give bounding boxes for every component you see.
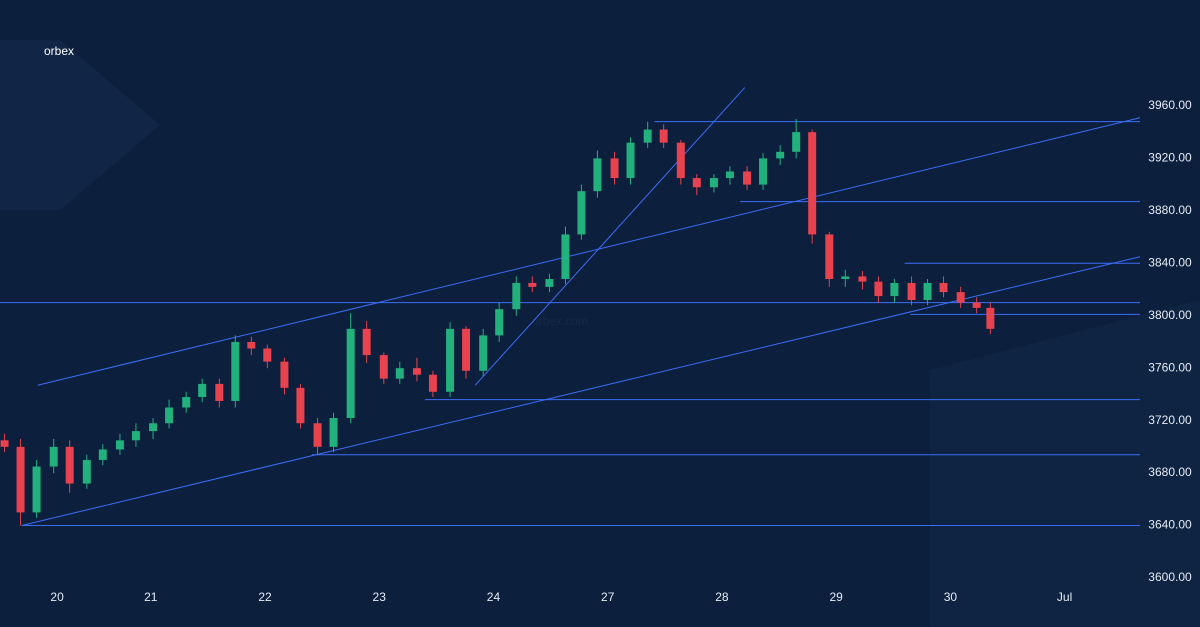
candle-body [743, 171, 752, 185]
candle-body [215, 383, 224, 401]
candle-body [462, 328, 471, 371]
candle-body [446, 328, 455, 392]
x-tick-label: 28 [715, 590, 729, 604]
candle-body [395, 368, 404, 379]
decor-chevron [0, 40, 160, 210]
candle-body [296, 387, 305, 424]
y-tick-label: 3920.00 [1148, 151, 1192, 165]
candle-body [561, 234, 570, 280]
candle-body [247, 341, 256, 349]
candle-body [792, 132, 801, 152]
x-tick-label: 21 [144, 590, 158, 604]
candle-body [626, 142, 635, 179]
candle-body [280, 361, 289, 388]
x-tick-label: 20 [50, 590, 64, 604]
candle-body [412, 368, 421, 375]
candle-body [428, 374, 437, 392]
candle-body [346, 328, 355, 418]
candle-body [379, 355, 388, 379]
candle-body [776, 151, 785, 159]
candle-body [65, 446, 74, 484]
candle-body [16, 446, 25, 513]
candle-body [610, 158, 619, 179]
candle-body [643, 129, 652, 143]
candle-body [0, 440, 9, 447]
y-tick-label: 3760.00 [1148, 360, 1192, 374]
candle-body [198, 383, 207, 398]
y-tick-label: 3640.00 [1148, 518, 1192, 532]
candle-body [165, 407, 174, 424]
candle-body [495, 309, 504, 336]
y-tick-label: 3960.00 [1148, 98, 1192, 112]
y-tick-label: 3880.00 [1148, 203, 1192, 217]
candle-body [362, 328, 371, 356]
x-tick-label: 23 [373, 590, 387, 604]
candle-body [808, 132, 817, 235]
y-tick-label: 3840.00 [1148, 255, 1192, 269]
candle-body [725, 171, 734, 179]
candle-body [692, 178, 701, 188]
candle-body [841, 276, 850, 280]
logo: orbex [44, 44, 74, 58]
x-tick-label: 27 [601, 590, 615, 604]
candle-body [82, 459, 91, 484]
x-tick-label: 29 [829, 590, 843, 604]
decor-shape [930, 300, 1200, 627]
candle-body [923, 282, 932, 300]
candle-body [825, 234, 834, 280]
x-tick-label: Jul [1057, 590, 1072, 604]
candle-body [939, 282, 948, 293]
candle-body [907, 282, 916, 300]
candle-body [890, 282, 899, 297]
candle-body [131, 431, 140, 441]
trend-line [474, 87, 746, 386]
trend-line [21, 256, 1141, 527]
candle-body [115, 440, 124, 450]
candle-body [32, 466, 41, 513]
candle-body [972, 302, 981, 308]
candle-body [858, 276, 867, 282]
y-tick-label: 3720.00 [1148, 413, 1192, 427]
candle-body [49, 446, 58, 467]
candle-body [676, 142, 685, 179]
candle-body [545, 279, 554, 287]
candle-body [659, 129, 668, 143]
candle-body [593, 158, 602, 192]
x-tick-label: 22 [258, 590, 272, 604]
y-tick-label: 3680.00 [1148, 465, 1192, 479]
candle-body [956, 292, 965, 303]
y-tick-label: 3600.00 [1148, 570, 1192, 584]
candle-body [759, 158, 768, 185]
candle-body [313, 423, 322, 447]
trend-line [37, 117, 1141, 386]
x-tick-label: 30 [944, 590, 958, 604]
candle-body [874, 281, 883, 297]
candle-body [182, 397, 191, 408]
candle-body [329, 418, 338, 447]
candle-body [263, 348, 272, 362]
candle-body [479, 335, 488, 371]
x-tick-label: 24 [487, 590, 501, 604]
candle-body [231, 341, 240, 401]
candle-body [512, 282, 521, 310]
candle-body [577, 191, 586, 235]
y-tick-label: 3800.00 [1148, 308, 1192, 322]
candle-body [149, 423, 158, 432]
candle-body [528, 282, 537, 287]
candle-body [98, 449, 107, 460]
watermark: orbex.com [532, 314, 588, 328]
candle-body [986, 307, 995, 329]
candle-body [709, 178, 718, 188]
